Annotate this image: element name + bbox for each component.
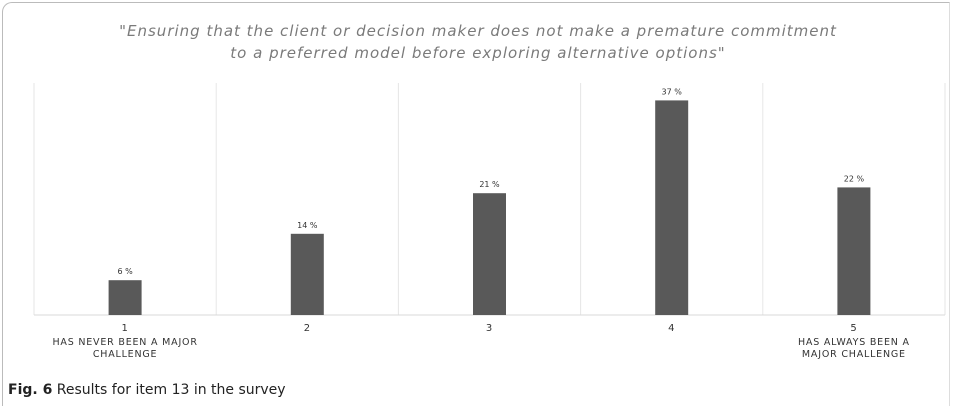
value-label: 14 % bbox=[297, 221, 318, 230]
chart-title: "Ensuring that the client or decision ma… bbox=[119, 22, 837, 62]
bar bbox=[290, 233, 324, 315]
value-label: 6 % bbox=[117, 267, 133, 276]
x-tick-label: 3 bbox=[486, 323, 493, 334]
x-tick-label: 4 bbox=[668, 323, 675, 334]
value-label: 21 % bbox=[479, 180, 500, 189]
caption-text: Results for item 13 in the survey bbox=[56, 382, 286, 398]
bar bbox=[655, 100, 689, 316]
bar bbox=[473, 193, 506, 315]
frame bbox=[2, 2, 950, 406]
value-label: 37 % bbox=[662, 87, 683, 96]
value-label: 22 % bbox=[844, 174, 865, 183]
caption: Fig. 6 Results for item 13 in the survey bbox=[8, 382, 286, 398]
category-note: HAS ALWAYS BEEN A MAJOR CHALLENGE bbox=[797, 337, 910, 360]
x-tick-label: 1 bbox=[122, 323, 129, 334]
x-tick-label: 5 bbox=[850, 323, 857, 334]
caption-label: Fig. 6 bbox=[8, 382, 53, 398]
bar bbox=[108, 280, 142, 315]
x-tick-label: 2 bbox=[304, 323, 311, 334]
category-note: HAS NEVER BEEN A MAJOR CHALLENGE bbox=[52, 337, 198, 360]
bar bbox=[837, 187, 871, 315]
